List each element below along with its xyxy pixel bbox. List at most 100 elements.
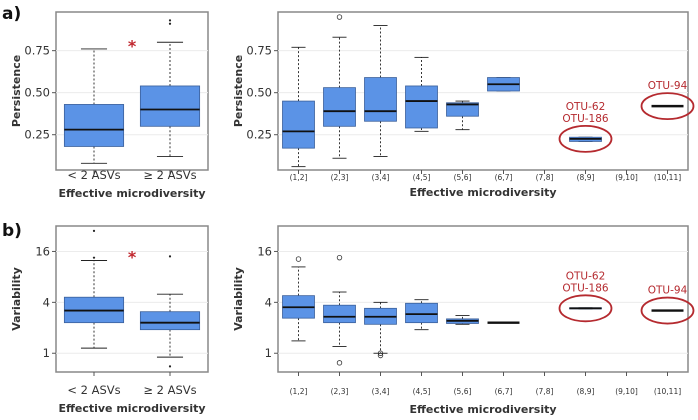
x-axis-title: Effective microdiversity xyxy=(409,186,556,199)
outlier-point xyxy=(295,256,302,262)
y-tick-label: 0.25 xyxy=(24,128,50,142)
y-tick-label: 0.75 xyxy=(24,44,50,58)
x-tick-label: (7,8] xyxy=(536,173,554,182)
x-tick-label: (6,7] xyxy=(495,173,513,182)
outlier-point xyxy=(168,22,172,25)
box-1 xyxy=(323,254,356,366)
x-tick-label: (8,9] xyxy=(577,173,595,182)
y-tick-label: 0.50 xyxy=(246,86,272,100)
x-tick-label: (10,11] xyxy=(654,173,681,182)
x-axis-title: Effective microdiversity xyxy=(409,403,556,416)
box-1 xyxy=(139,19,201,158)
outlier-point xyxy=(168,19,172,22)
x-tick-label: (2,3] xyxy=(331,173,349,182)
box-0 xyxy=(63,48,125,164)
box-iqr xyxy=(139,311,201,331)
panel-label-a: a) xyxy=(2,4,21,24)
outlier-point xyxy=(377,352,384,359)
box-0 xyxy=(282,46,315,168)
outlier-point xyxy=(336,254,343,261)
box-2 xyxy=(364,24,397,158)
box-iqr xyxy=(405,85,438,129)
box-iqr xyxy=(63,104,125,147)
highlight-ellipse xyxy=(640,296,695,325)
otu-annotation-label: OTU-186 xyxy=(562,113,609,125)
x-tick-label: (9,10] xyxy=(615,387,638,396)
outlier-point xyxy=(92,256,96,259)
box-iqr xyxy=(323,87,356,127)
y-tick-label: 4 xyxy=(43,295,50,309)
x-tick-label: (1,2] xyxy=(290,173,308,182)
box-iqr xyxy=(323,304,356,324)
highlight-ellipse xyxy=(558,125,613,153)
otu-annotation-label: OTU-62 xyxy=(566,270,606,282)
otu-annotation-label: OTU-62 xyxy=(566,101,606,113)
box-1 xyxy=(323,14,356,159)
y-axis-title: Persistence xyxy=(10,55,23,127)
box-iqr xyxy=(405,302,438,324)
y-tick-label: 4 xyxy=(265,295,272,309)
x-tick-label: (5,6] xyxy=(454,387,472,396)
otu-annotation-label: OTU-94 xyxy=(648,80,688,92)
y-axis-title: Variability xyxy=(10,267,23,331)
box-iqr xyxy=(364,77,397,122)
y-tick-label: 0.75 xyxy=(246,44,272,58)
y-axis-title: Persistence xyxy=(232,55,245,127)
significance-star: * xyxy=(128,248,137,267)
x-tick-label: (3,4] xyxy=(372,387,390,396)
box-0 xyxy=(282,256,315,342)
box-iqr xyxy=(139,85,201,127)
x-tick-label: < 2 ASVs xyxy=(67,168,120,182)
outlier-point xyxy=(336,14,343,20)
otu-annotation-label: OTU-186 xyxy=(562,282,609,294)
box-iqr xyxy=(282,100,315,149)
y-tick-label: 16 xyxy=(257,244,272,258)
box-7 xyxy=(569,307,602,310)
outlier-point xyxy=(168,365,172,368)
outlier-point xyxy=(92,229,96,233)
y-tick-label: 16 xyxy=(35,244,50,258)
otu-annotation-label: OTU-94 xyxy=(648,285,688,297)
x-tick-label: (2,3] xyxy=(331,387,349,396)
x-tick-label: (1,2] xyxy=(290,387,308,396)
y-tick-label: 1 xyxy=(43,346,50,360)
y-tick-label: 0.50 xyxy=(24,86,50,100)
chart-variability-bins: 1 4 16 (1,2] (2,3] (3,4] (4,5] (5,6] (6,7] (7,8] (… xyxy=(232,225,695,416)
x-axis-title: Effective microdiversity xyxy=(58,402,205,415)
y-tick-label: 0.25 xyxy=(246,128,272,142)
panel-label-b: b) xyxy=(2,221,22,241)
significance-star: * xyxy=(128,37,137,56)
x-tick-label: (3,4] xyxy=(372,173,390,182)
y-axis-title: Variability xyxy=(232,267,245,331)
chart-variability-binary: 1 4 16 < 2 ASVs ≥ 2 ASVs * Effective microdive… xyxy=(10,225,209,415)
x-tick-label: ≥ 2 ASVs xyxy=(143,168,196,182)
x-tick-label: (5,6] xyxy=(454,173,472,182)
box-0 xyxy=(63,229,125,349)
box-2 xyxy=(364,301,397,359)
x-tick-label: (10,11] xyxy=(654,387,681,396)
highlight-ellipse xyxy=(558,294,613,323)
box-3 xyxy=(405,299,438,331)
outlier-point xyxy=(377,350,384,356)
x-tick-label: (8,9] xyxy=(577,387,595,396)
x-tick-label: (7,8] xyxy=(536,387,554,396)
box-4 xyxy=(446,314,479,325)
x-tick-label: (4,5] xyxy=(413,387,431,396)
box-5 xyxy=(487,77,520,92)
plot-frame xyxy=(277,225,689,373)
x-tick-label: < 2 ASVs xyxy=(67,383,120,397)
box-iqr xyxy=(446,102,479,117)
chart-persistence-bins: 0.25 0.50 0.75 (1,2] (2,3] (3,4] (4,5] (5,6] (6,… xyxy=(232,11,695,199)
box-7 xyxy=(569,136,602,142)
x-tick-label: ≥ 2 ASVs xyxy=(143,383,196,397)
x-tick-label: (6,7] xyxy=(495,387,513,396)
outlier-point xyxy=(168,255,172,258)
box-1 xyxy=(139,255,201,368)
outlier-point xyxy=(336,360,343,366)
x-axis-title: Effective microdiversity xyxy=(58,187,205,200)
y-tick-label: 1 xyxy=(265,346,272,360)
x-tick-label: (9,10] xyxy=(615,173,638,182)
x-tick-label: (4,5] xyxy=(413,173,431,182)
box-4 xyxy=(446,100,479,131)
